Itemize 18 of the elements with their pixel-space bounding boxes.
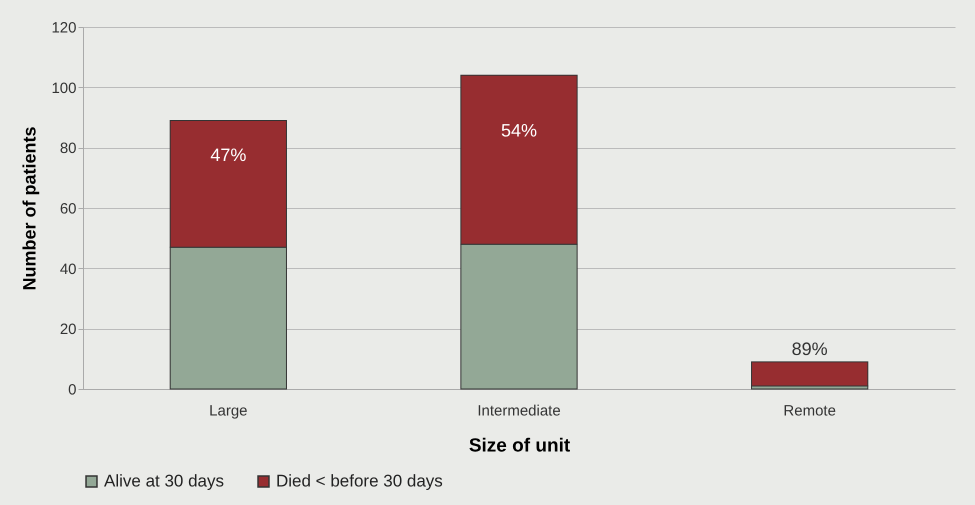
- x-tick-label: Intermediate: [477, 402, 561, 420]
- y-tick-label: 100: [51, 80, 76, 97]
- y-tick-label: 0: [68, 382, 76, 398]
- y-tick-label: 20: [60, 321, 76, 338]
- annotation: 89%: [792, 338, 828, 359]
- y-tick-label: 120: [51, 20, 76, 36]
- annotation: 54%: [500, 120, 538, 141]
- y-tick-label: 80: [60, 140, 76, 158]
- y-tick-label: 60: [60, 200, 76, 218]
- legend-label: Died < before 30 days: [276, 472, 443, 491]
- y-axis-title: Number of patients: [19, 126, 40, 291]
- x-tick-label: Large: [209, 402, 248, 420]
- x-axis-title: Size of unit: [468, 436, 571, 456]
- annotation: 47%: [210, 144, 246, 165]
- legend-label: Alive at 30 days: [104, 472, 224, 491]
- bar: [751, 361, 868, 386]
- y-tick-label: 40: [60, 260, 76, 278]
- x-tick-label: Remote: [783, 402, 836, 420]
